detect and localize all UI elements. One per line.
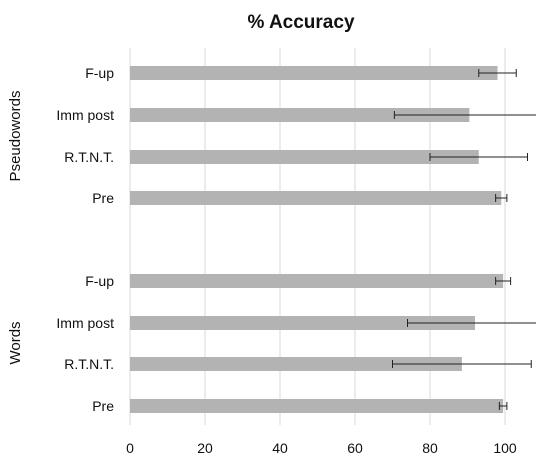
bar	[130, 274, 504, 288]
category-label: Pre	[92, 398, 114, 414]
category-label: Imm post	[56, 315, 114, 331]
category-label: F-up	[85, 65, 114, 81]
x-tick-label: 60	[347, 440, 363, 456]
category-label: Pre	[92, 190, 114, 206]
bar	[130, 357, 462, 371]
category-label: F-up	[85, 273, 114, 289]
x-tick-label: 80	[422, 440, 438, 456]
bar	[130, 66, 498, 80]
category-labels: F-up Imm post R.T.N.T. Pre F-up Imm post R.T.N…	[56, 65, 114, 414]
x-tick-label: 20	[197, 440, 213, 456]
bar	[130, 399, 504, 413]
group-labels: Pseudowords Words	[7, 91, 24, 365]
x-tick-label: 40	[272, 440, 288, 456]
chart-title: % Accuracy	[247, 12, 354, 33]
category-label: Imm post	[56, 107, 114, 123]
bar	[130, 191, 502, 205]
bar	[130, 150, 479, 164]
bar	[130, 316, 475, 330]
group-label: Pseudowords	[7, 91, 24, 182]
x-tick-label: 0	[126, 440, 134, 456]
group-label: Words	[7, 321, 24, 364]
category-label: R.T.N.T.	[64, 356, 114, 372]
x-axis-ticks: 0 20 40 60 80 100	[126, 440, 517, 456]
bars	[130, 66, 504, 413]
category-label: R.T.N.T.	[64, 149, 114, 165]
bar	[130, 108, 470, 122]
x-tick-label: 100	[493, 440, 517, 456]
error-bars	[392, 69, 536, 410]
